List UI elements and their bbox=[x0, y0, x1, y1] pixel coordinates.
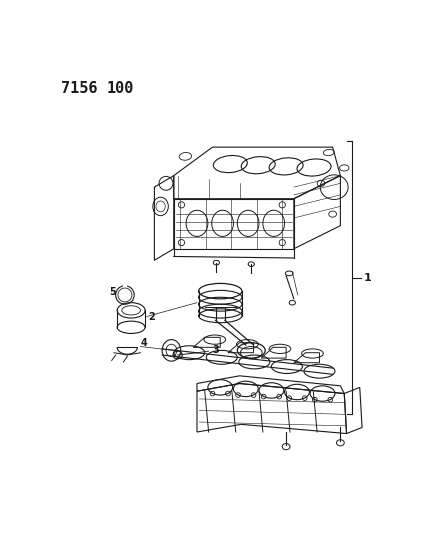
Text: 3: 3 bbox=[212, 345, 219, 356]
Text: 5: 5 bbox=[109, 287, 116, 297]
Text: 4: 4 bbox=[140, 338, 147, 348]
Text: 7156: 7156 bbox=[61, 81, 98, 96]
Text: 100: 100 bbox=[106, 81, 134, 96]
Text: 2: 2 bbox=[148, 311, 155, 321]
Text: 1: 1 bbox=[364, 273, 372, 282]
